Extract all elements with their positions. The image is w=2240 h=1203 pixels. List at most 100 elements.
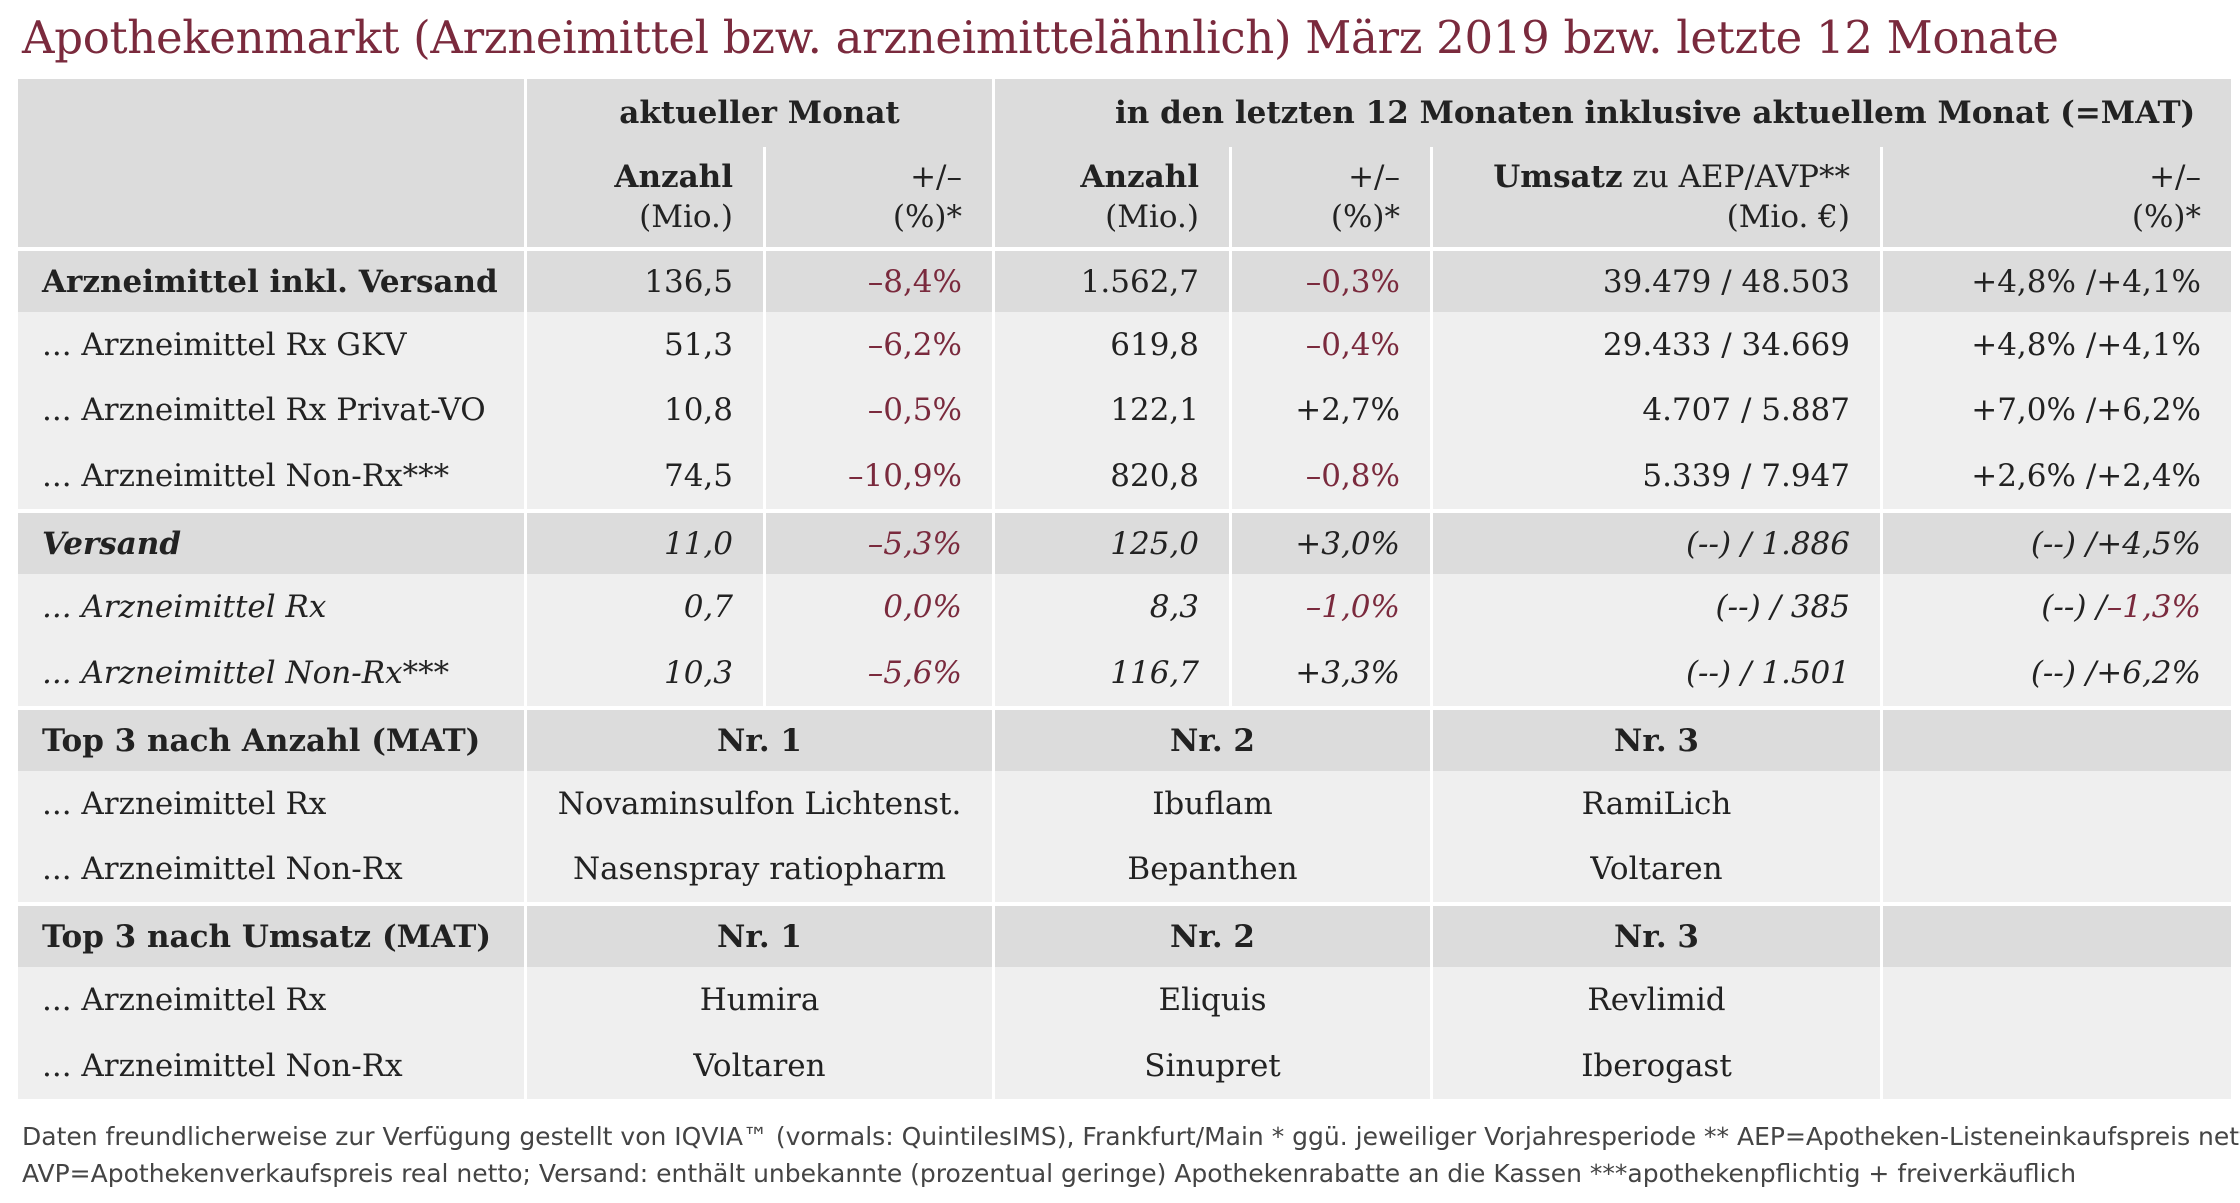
cell-mat-anzahl: 619,8 bbox=[995, 312, 1229, 377]
cell-mat-pct: –1,0% bbox=[1232, 574, 1430, 640]
cell-umsatz: (--) / 1.886 bbox=[1433, 513, 1880, 574]
cell-umsatz: 5.339 / 7.947 bbox=[1433, 443, 1880, 509]
cell-month-pct: –8,4% bbox=[766, 251, 992, 312]
header-label-pct: (%)* bbox=[892, 199, 962, 235]
cell-mat-anzahl: 820,8 bbox=[995, 443, 1229, 509]
cell-umsatz-pct-b: +6,2% bbox=[2096, 655, 2201, 691]
cell-mat-anzahl: 1.562,7 bbox=[995, 251, 1229, 312]
cell-month-pct: –6,2% bbox=[766, 312, 992, 377]
row-label: ... Arzneimittel Non-Rx bbox=[18, 1033, 524, 1099]
cell-umsatz-pct-b: +4,1% bbox=[2096, 326, 2201, 363]
cell-month-pct: –0,5% bbox=[766, 377, 992, 443]
cell-umsatz-pct-a: +7,0% / bbox=[1971, 392, 2097, 428]
cell-month-pct: –10,9% bbox=[766, 443, 992, 509]
header-umsatz-pct: +/– (%)* bbox=[1883, 147, 2231, 247]
header-month-pct: +/– (%)* bbox=[766, 147, 992, 247]
header-mat-pct: +/– (%)* bbox=[1232, 147, 1430, 247]
header-label-pct: (%)* bbox=[2131, 199, 2201, 235]
cell-month-pct: –5,3% bbox=[766, 513, 992, 574]
cell-umsatz: (--) / 385 bbox=[1433, 574, 1880, 640]
cell-month-pct: 0,0% bbox=[766, 574, 992, 640]
row-label: ... Arzneimittel Non-Rx*** bbox=[18, 443, 524, 509]
header-label-mio: (Mio.) bbox=[639, 199, 733, 235]
cell-umsatz: (--) / 1.501 bbox=[1433, 640, 1880, 706]
cell-mat-pct: –0,3% bbox=[1232, 251, 1430, 312]
cell-mat-pct: –0,4% bbox=[1232, 312, 1430, 377]
row-label: ... Arzneimittel Rx GKV bbox=[18, 312, 524, 377]
cell-umsatz-pct-a: (--) / bbox=[2030, 655, 2097, 691]
cell-umsatz-pct-a: +4,8% / bbox=[1971, 326, 2097, 363]
header-label-umsatz-line: Umsatz zu AEP/AVP** bbox=[1493, 157, 1850, 197]
product-rank-1: Voltaren bbox=[527, 1033, 992, 1099]
header-label-plusminus: +/– bbox=[910, 159, 962, 195]
cell-mat-anzahl: 116,7 bbox=[995, 640, 1229, 706]
empty-cell bbox=[1883, 836, 2231, 902]
product-rank-2: Bepanthen bbox=[995, 836, 1430, 902]
rank-header-1: Nr. 1 bbox=[527, 906, 992, 967]
row-label: ... Arzneimittel Non-Rx bbox=[18, 836, 524, 902]
cell-month-anzahl: 11,0 bbox=[527, 513, 763, 574]
header-label-umsatz-rest: zu AEP/AVP** bbox=[1622, 159, 1850, 195]
section-heading: Top 3 nach Anzahl (MAT) bbox=[18, 710, 524, 771]
header-label-mio-eur: (Mio. €) bbox=[1726, 199, 1850, 235]
cell-umsatz: 29.433 / 34.669 bbox=[1433, 312, 1880, 377]
header-label-plusminus: +/– bbox=[2149, 159, 2201, 195]
cell-mat-anzahl: 8,3 bbox=[995, 574, 1229, 640]
header-label-mio: (Mio.) bbox=[1105, 199, 1199, 235]
header-umsatz: Umsatz zu AEP/AVP** (Mio. €) bbox=[1433, 147, 1880, 247]
footnote-line-1: Daten freundlicherweise zur Verfügung ge… bbox=[22, 1122, 2240, 1151]
cell-umsatz-pct-b: +2,4% bbox=[2096, 458, 2201, 494]
data-table: aktueller Monat in den letzten 12 Monate… bbox=[18, 79, 2231, 1103]
product-rank-1: Novaminsulfon Lichtenst. bbox=[527, 771, 992, 836]
header-label-anzahl: Anzahl bbox=[1080, 159, 1199, 195]
rank-header-3: Nr. 3 bbox=[1433, 710, 1880, 771]
rank-header-1: Nr. 1 bbox=[527, 710, 992, 771]
product-rank-2: Sinupret bbox=[995, 1033, 1430, 1099]
cell-umsatz-pct-b: +4,1% bbox=[2096, 263, 2201, 300]
cell-umsatz-pct-b: +4,5% bbox=[2096, 525, 2201, 562]
product-rank-1: Humira bbox=[527, 967, 992, 1033]
cell-mat-pct: +2,7% bbox=[1232, 377, 1430, 443]
product-rank-2: Ibuflam bbox=[995, 771, 1430, 836]
product-rank-3: RamiLich bbox=[1433, 771, 1880, 836]
row-label: ... Arzneimittel Rx bbox=[18, 771, 524, 836]
page-title: Apothekenmarkt (Arzneimittel bzw. arznei… bbox=[22, 11, 2059, 64]
cell-umsatz: 39.479 / 48.503 bbox=[1433, 251, 1880, 312]
cell-umsatz-pct: +4,8% / +4,1% bbox=[1883, 251, 2231, 312]
rank-header-2: Nr. 2 bbox=[995, 906, 1430, 967]
empty-cell bbox=[1883, 771, 2231, 836]
header-mat-anzahl: Anzahl (Mio.) bbox=[995, 147, 1229, 247]
row-label: ... Arzneimittel Non-Rx*** bbox=[18, 640, 524, 706]
cell-umsatz: 4.707 / 5.887 bbox=[1433, 377, 1880, 443]
row-label: ... Arzneimittel Rx bbox=[18, 967, 524, 1033]
empty-cell bbox=[1883, 710, 2231, 771]
cell-umsatz-pct: +4,8% / +4,1% bbox=[1883, 312, 2231, 377]
cell-month-anzahl: 10,3 bbox=[527, 640, 763, 706]
header-label-anzahl: Anzahl bbox=[614, 159, 733, 195]
cell-umsatz-pct: +7,0% / +6,2% bbox=[1883, 377, 2231, 443]
cell-umsatz-pct-a: (--) / bbox=[2030, 525, 2097, 562]
header-label-pct: (%)* bbox=[1330, 199, 1400, 235]
header-corner bbox=[18, 79, 524, 247]
header-label-umsatz: Umsatz bbox=[1493, 159, 1623, 195]
product-rank-3: Iberogast bbox=[1433, 1033, 1880, 1099]
cell-umsatz-pct-b: +6,2% bbox=[2096, 392, 2201, 428]
product-rank-2: Eliquis bbox=[995, 967, 1430, 1033]
cell-mat-anzahl: 125,0 bbox=[995, 513, 1229, 574]
cell-umsatz-pct-a: (--) / bbox=[2041, 589, 2107, 625]
section-heading: Top 3 nach Umsatz (MAT) bbox=[18, 906, 524, 967]
header-group-month: aktueller Monat bbox=[527, 79, 992, 147]
cell-umsatz-pct: (--) / +6,2% bbox=[1883, 640, 2231, 706]
empty-cell bbox=[1883, 906, 2231, 967]
cell-mat-pct: +3,3% bbox=[1232, 640, 1430, 706]
cell-month-anzahl: 74,5 bbox=[527, 443, 763, 509]
header-month-anzahl: Anzahl (Mio.) bbox=[527, 147, 763, 247]
rank-header-2: Nr. 2 bbox=[995, 710, 1430, 771]
cell-umsatz-pct: (--) / –1,3% bbox=[1883, 574, 2231, 640]
cell-umsatz-pct-b: –1,3% bbox=[2106, 589, 2201, 625]
cell-umsatz-pct: +2,6% / +2,4% bbox=[1883, 443, 2231, 509]
row-label: Versand bbox=[18, 513, 524, 574]
empty-cell bbox=[1883, 1033, 2231, 1099]
cell-month-anzahl: 0,7 bbox=[527, 574, 763, 640]
header-label-plusminus: +/– bbox=[1348, 159, 1400, 195]
